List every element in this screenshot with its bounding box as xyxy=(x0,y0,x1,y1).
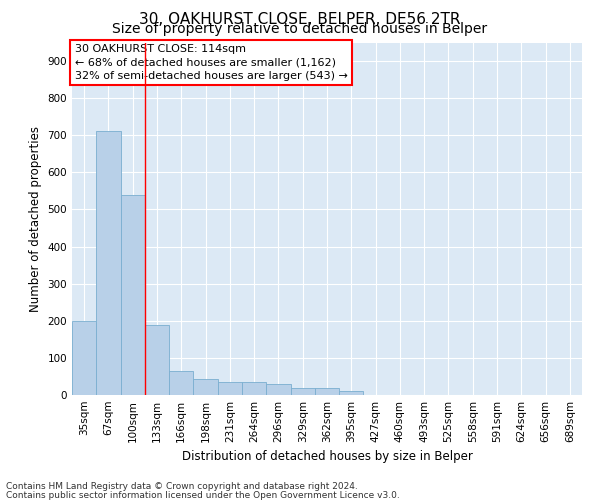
Bar xyxy=(339,390,364,395)
Y-axis label: Number of detached properties: Number of detached properties xyxy=(29,126,42,312)
Bar xyxy=(315,388,339,395)
Bar xyxy=(96,131,121,395)
Bar xyxy=(121,194,145,395)
Bar xyxy=(145,324,169,395)
Text: 30 OAKHURST CLOSE: 114sqm
← 68% of detached houses are smaller (1,162)
32% of se: 30 OAKHURST CLOSE: 114sqm ← 68% of detac… xyxy=(74,44,347,80)
Text: Contains public sector information licensed under the Open Government Licence v3: Contains public sector information licen… xyxy=(6,490,400,500)
Bar xyxy=(266,384,290,395)
Text: 30, OAKHURST CLOSE, BELPER, DE56 2TR: 30, OAKHURST CLOSE, BELPER, DE56 2TR xyxy=(139,12,461,28)
Bar xyxy=(290,388,315,395)
Bar xyxy=(193,380,218,395)
Bar xyxy=(218,382,242,395)
Bar xyxy=(242,382,266,395)
Bar xyxy=(72,321,96,395)
Text: Size of property relative to detached houses in Belper: Size of property relative to detached ho… xyxy=(112,22,488,36)
X-axis label: Distribution of detached houses by size in Belper: Distribution of detached houses by size … xyxy=(182,450,472,464)
Text: Contains HM Land Registry data © Crown copyright and database right 2024.: Contains HM Land Registry data © Crown c… xyxy=(6,482,358,491)
Bar xyxy=(169,371,193,395)
